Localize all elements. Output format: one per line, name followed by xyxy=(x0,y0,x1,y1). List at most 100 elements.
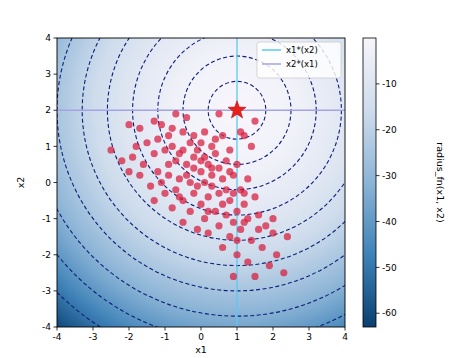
colorbar-tick-label: -10 xyxy=(382,79,397,89)
y-tick xyxy=(54,218,58,219)
scatter-point xyxy=(194,183,201,190)
scatter-point xyxy=(165,161,172,168)
scatter-point xyxy=(194,226,201,233)
y-tick-label: 0 xyxy=(45,178,51,188)
scatter-point xyxy=(251,117,258,124)
scatter-point xyxy=(241,190,248,197)
scatter-point xyxy=(136,172,143,179)
legend-label: x1*(x2) xyxy=(286,45,318,55)
scatter-point xyxy=(201,128,208,135)
scatter-point xyxy=(183,172,190,179)
scatter-point xyxy=(194,146,201,153)
scatter-point xyxy=(143,139,150,146)
scatter-point xyxy=(226,233,233,240)
scatter-point xyxy=(244,258,251,265)
scatter-point xyxy=(230,190,237,197)
y-tick xyxy=(54,110,58,111)
y-tick xyxy=(54,38,58,39)
x-tick xyxy=(237,327,238,331)
contour xyxy=(82,38,345,266)
colorbar-tick xyxy=(376,175,380,176)
scatter-point xyxy=(197,139,204,146)
x-tick xyxy=(129,327,130,331)
scatter-point xyxy=(154,136,161,143)
y-tick xyxy=(54,146,58,147)
scatter-point xyxy=(197,201,204,208)
scatter-point xyxy=(158,179,165,186)
colorbar-tick-label: -20 xyxy=(382,125,397,135)
scatter-point xyxy=(169,125,176,132)
scatter-point xyxy=(187,208,194,215)
colorbar-tick xyxy=(376,221,380,222)
scatter-point xyxy=(226,146,233,153)
scatter-point xyxy=(233,208,240,215)
scatter-point xyxy=(208,143,215,150)
contour xyxy=(57,38,345,316)
scatter-point xyxy=(212,150,219,157)
scatter-point xyxy=(133,143,140,150)
colorbar-tick-label: -60 xyxy=(382,308,397,318)
star-point xyxy=(228,101,246,118)
scatter-point xyxy=(125,121,132,128)
colorbar-tick xyxy=(376,267,380,268)
x-tick xyxy=(273,327,274,331)
legend-swatch xyxy=(262,49,281,51)
scatter-point xyxy=(223,211,230,218)
scatter-point xyxy=(147,183,154,190)
scatter-point xyxy=(269,229,276,236)
y-tick-label: 4 xyxy=(45,33,51,43)
scatter-point xyxy=(190,154,197,161)
y-tick-label: -3 xyxy=(42,286,51,296)
scatter-point xyxy=(190,132,197,139)
y-tick-label: -4 xyxy=(42,322,51,332)
plot-frame xyxy=(57,38,345,327)
scatter-point xyxy=(190,190,197,197)
scatter-point xyxy=(151,150,158,157)
scatter-point xyxy=(251,193,258,200)
scatter-point xyxy=(165,172,172,179)
colorbar-label: radius_fn(x1, x2) xyxy=(435,142,446,222)
colorbar-tick-label: -50 xyxy=(382,263,397,273)
legend-label: x2*(x1) xyxy=(286,59,318,69)
scatter-point xyxy=(201,215,208,222)
scatter-point xyxy=(205,208,212,215)
scatter-point xyxy=(197,157,204,164)
scatter-point xyxy=(251,273,258,280)
colorbar-tick-label: -40 xyxy=(382,217,397,227)
scatter-point xyxy=(187,139,194,146)
scatter-point xyxy=(223,157,230,164)
scatter-point xyxy=(223,186,230,193)
scatter-point xyxy=(219,244,226,251)
y-tick xyxy=(54,290,58,291)
scatter-point xyxy=(169,204,176,211)
scatter-point xyxy=(183,114,190,121)
scatter-point xyxy=(233,237,240,244)
scatter-point xyxy=(172,157,179,164)
scatter-point xyxy=(197,168,204,175)
x-tick-label: -1 xyxy=(161,332,170,342)
x-tick-label: -3 xyxy=(89,332,98,342)
scatter-point xyxy=(255,211,262,218)
scatter-point xyxy=(259,244,266,251)
y-axis-label: x2 xyxy=(15,177,26,189)
x-tick xyxy=(201,327,202,331)
contour xyxy=(57,38,345,327)
scatter-point xyxy=(226,168,233,175)
x-tick-label: 1 xyxy=(234,332,240,342)
scatter-point xyxy=(269,215,276,222)
colorbar-tick xyxy=(376,313,380,314)
x-tick xyxy=(309,327,310,331)
y-tick xyxy=(54,254,58,255)
scatter-point xyxy=(158,121,165,128)
scatter-point xyxy=(125,168,132,175)
scatter-point xyxy=(176,193,183,200)
x-tick-label: -4 xyxy=(53,332,62,342)
x-tick-label: 3 xyxy=(306,332,312,342)
scatter-point xyxy=(151,197,158,204)
scatter-point xyxy=(140,161,147,168)
scatter-point xyxy=(215,164,222,171)
scatter-point xyxy=(136,125,143,132)
scatter-point xyxy=(183,161,190,168)
scatter-point xyxy=(233,251,240,258)
scatter-point xyxy=(215,110,222,117)
